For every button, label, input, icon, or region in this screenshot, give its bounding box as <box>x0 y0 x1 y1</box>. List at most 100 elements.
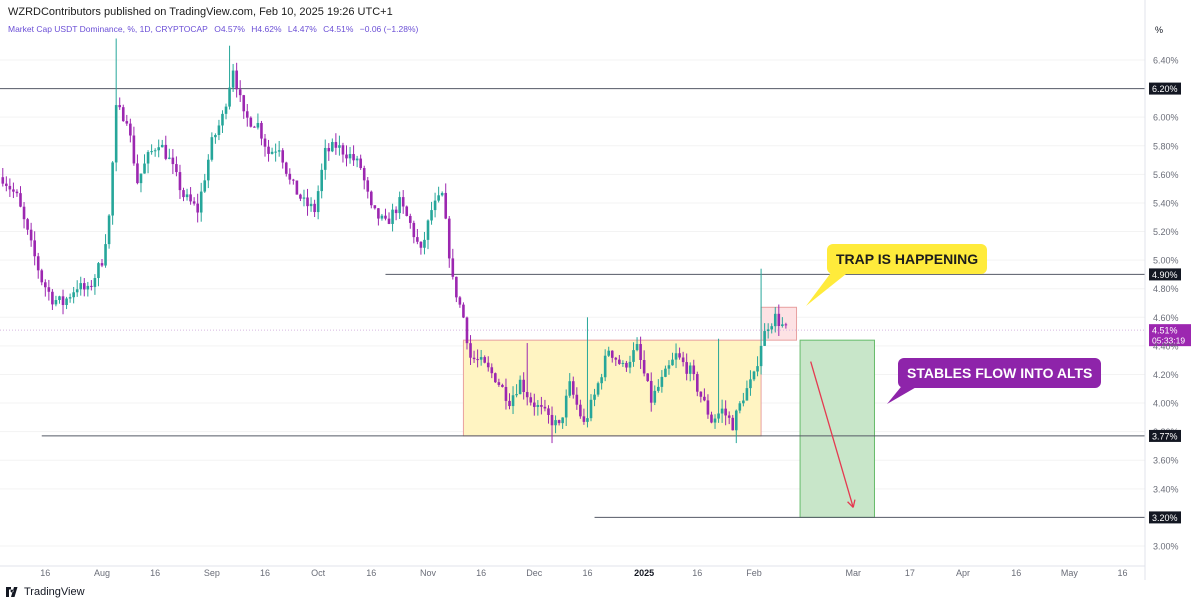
candle-body <box>533 402 536 407</box>
candle-body <box>586 418 589 422</box>
candle-body <box>267 146 270 154</box>
time-tick-label: 16 <box>260 568 270 578</box>
candle-body <box>773 313 777 327</box>
candle-body <box>522 379 525 393</box>
candle-body <box>82 283 86 290</box>
candle-body <box>58 296 61 301</box>
candle-body <box>405 206 409 216</box>
candle-body <box>749 379 752 389</box>
candle-body <box>628 361 632 368</box>
candle-body <box>292 179 295 181</box>
candle-body <box>19 193 22 207</box>
candle-body <box>313 203 316 213</box>
candle-body <box>423 239 426 248</box>
candle-body <box>153 150 157 152</box>
candle-body <box>359 158 362 169</box>
candle-body <box>136 163 139 184</box>
candle-body <box>331 142 334 152</box>
candle-body <box>720 408 724 414</box>
candle-body <box>625 362 628 368</box>
candle-body <box>671 359 674 366</box>
candle-body <box>47 287 51 292</box>
candle-body <box>727 415 731 418</box>
candle-body <box>352 154 355 161</box>
candle-body <box>93 278 97 287</box>
price-axis[interactable]: % 6.40% 6.20% 6.00% 5.80% 5.60% 5.40% 5.20% 5.00… <box>1144 0 1191 580</box>
candle-body <box>260 122 263 139</box>
candle-body <box>182 190 185 198</box>
projection-target-box <box>799 339 875 518</box>
candle-body <box>309 203 313 207</box>
level-price-label: 3.20% <box>1152 513 1178 523</box>
candle-body <box>738 403 742 411</box>
candle-body <box>579 404 582 417</box>
candle-body <box>745 388 749 401</box>
candle-body <box>674 353 678 360</box>
candle-body <box>681 357 685 363</box>
candle-body <box>472 357 476 360</box>
candle-body <box>168 157 171 159</box>
candle-body <box>242 95 246 112</box>
candle-body <box>345 154 348 159</box>
candle-body <box>564 395 568 418</box>
time-tick-label: Aug <box>94 568 110 578</box>
candle-body <box>451 258 455 277</box>
candle-body <box>316 191 320 213</box>
candle-body <box>486 362 490 368</box>
candle-body <box>511 395 515 407</box>
candle-body <box>121 107 125 122</box>
candle-body <box>635 344 639 351</box>
candle-body <box>731 417 735 431</box>
time-axis[interactable]: 16 Aug 16 Sep 16 Oct 16 Nov 16 Dec 16 2025 16 Feb Mar 1… <box>0 565 1145 578</box>
time-tick-label: 16 <box>40 568 50 578</box>
candle-body <box>253 126 256 128</box>
level-price-tag <box>1149 82 1181 95</box>
candle-body <box>603 355 607 378</box>
price-tick-label: 6.00% <box>1153 113 1179 123</box>
candle-body <box>75 289 79 293</box>
candle-body <box>245 111 249 118</box>
candle-body <box>238 89 242 96</box>
time-tick-label: Feb <box>746 568 762 578</box>
candle-body <box>664 368 667 377</box>
trap-callout-tail <box>806 266 856 306</box>
candle-body <box>742 400 745 404</box>
candle-body <box>543 406 547 409</box>
candle-body <box>284 162 288 174</box>
candle-body <box>366 180 370 192</box>
candle-body <box>33 240 36 257</box>
candle-body <box>100 263 104 266</box>
price-tick-label: 3.40% <box>1153 484 1179 494</box>
candle-body <box>288 173 292 180</box>
candle-body <box>125 121 129 124</box>
candle-body <box>784 324 788 326</box>
candle-body <box>398 197 401 214</box>
candle-body <box>387 218 391 224</box>
symbol-name: Market Cap USDT Dominance, %, 1D, CRYPTO… <box>8 24 208 34</box>
candle-body <box>504 386 508 401</box>
candle-body <box>412 222 416 238</box>
candle-body <box>660 376 664 387</box>
candle-body <box>189 194 192 202</box>
candle-body <box>29 229 33 241</box>
candle-body <box>696 374 699 392</box>
candle-body <box>302 197 306 199</box>
footer-brand[interactable]: TradingView <box>6 586 85 598</box>
candle-body <box>90 285 93 287</box>
candle-body <box>540 405 543 407</box>
candle-body <box>231 70 235 88</box>
arrow-head <box>852 499 856 508</box>
price-tick-label: 3.60% <box>1153 456 1179 466</box>
candle-body <box>781 324 784 326</box>
candle-body <box>525 392 529 398</box>
candle-body <box>299 194 302 199</box>
countdown-label: 05:33:19 <box>1152 336 1185 346</box>
candle-body <box>295 180 299 195</box>
publish-info: WZRDContributors published on TradingVie… <box>8 6 393 18</box>
time-tick-label: 16 <box>692 568 702 578</box>
candle-body <box>8 185 12 190</box>
candle-body <box>536 405 540 407</box>
level-price-label: 3.77% <box>1152 431 1178 441</box>
